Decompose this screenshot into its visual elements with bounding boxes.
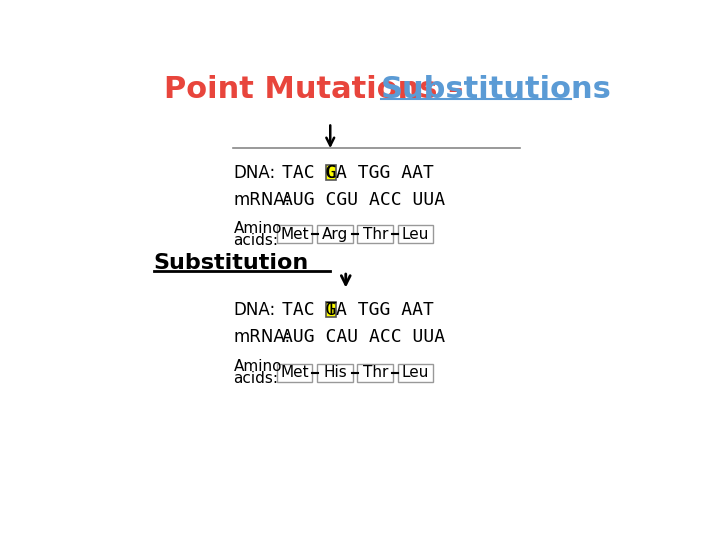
FancyBboxPatch shape — [276, 363, 312, 382]
FancyBboxPatch shape — [317, 363, 353, 382]
Text: Thr: Thr — [362, 365, 388, 380]
FancyBboxPatch shape — [276, 225, 312, 244]
FancyBboxPatch shape — [397, 225, 433, 244]
Text: Amino: Amino — [233, 220, 282, 235]
FancyBboxPatch shape — [326, 302, 336, 318]
Text: Amino: Amino — [233, 359, 282, 374]
Text: T: T — [325, 301, 336, 319]
Text: C: C — [325, 164, 336, 181]
Text: His: His — [323, 365, 347, 380]
Text: Met: Met — [280, 227, 309, 242]
Text: A TGG AAT: A TGG AAT — [336, 164, 434, 181]
Text: DNA:: DNA: — [233, 164, 276, 181]
Text: Met: Met — [280, 365, 309, 380]
Text: acids:: acids: — [233, 233, 279, 248]
FancyBboxPatch shape — [357, 225, 393, 244]
FancyBboxPatch shape — [326, 165, 336, 180]
Text: Arg: Arg — [322, 227, 348, 242]
Text: Leu: Leu — [402, 227, 429, 242]
Text: AUG CGU ACC UUA: AUG CGU ACC UUA — [282, 191, 446, 210]
Text: Leu: Leu — [402, 365, 429, 380]
Text: DNA:: DNA: — [233, 301, 276, 319]
Text: Substitution: Substitution — [153, 253, 309, 273]
Text: Thr: Thr — [362, 227, 388, 242]
Text: TAC G: TAC G — [282, 164, 336, 181]
FancyBboxPatch shape — [397, 363, 433, 382]
FancyBboxPatch shape — [357, 363, 393, 382]
Text: mRNA:: mRNA: — [233, 191, 291, 210]
Text: Point Mutations –: Point Mutations – — [163, 75, 474, 104]
Text: A TGG AAT: A TGG AAT — [336, 301, 434, 319]
FancyBboxPatch shape — [317, 225, 353, 244]
Text: AUG CAU ACC UUA: AUG CAU ACC UUA — [282, 328, 446, 346]
Text: TAC G: TAC G — [282, 301, 336, 319]
Text: acids:: acids: — [233, 372, 279, 387]
Text: mRNA:: mRNA: — [233, 328, 291, 346]
Text: Substitutions: Substitutions — [381, 75, 611, 104]
